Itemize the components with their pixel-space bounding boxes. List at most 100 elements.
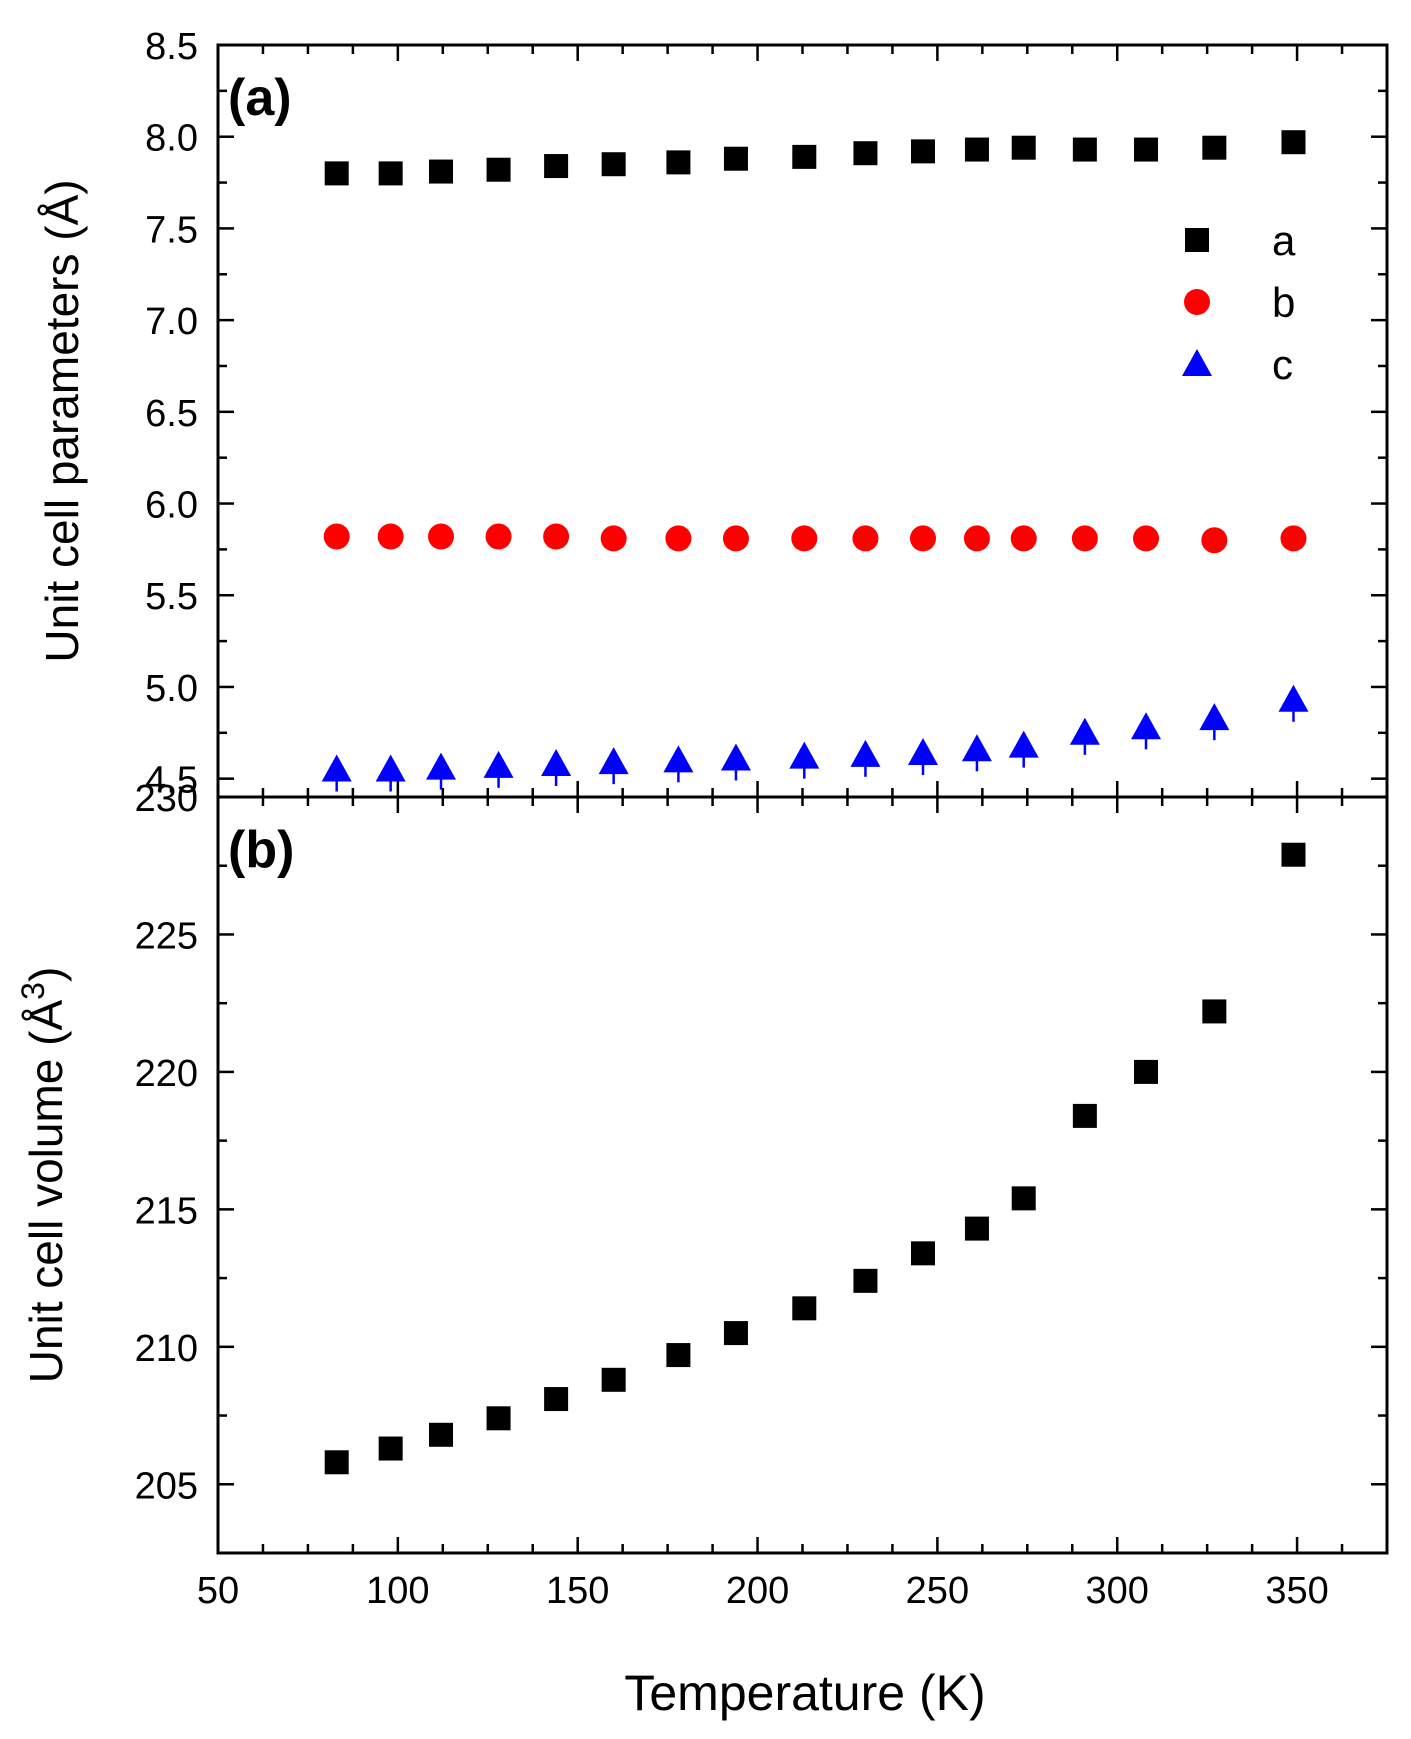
legend-marker-c (1182, 349, 1212, 376)
panel-label: (a) (228, 69, 292, 127)
series-V (324, 842, 1306, 1475)
data-point-c (907, 737, 938, 765)
data-point-c (961, 734, 992, 762)
data-point-V (1011, 1186, 1036, 1211)
data-point-V (378, 1436, 403, 1461)
legend-marker-b (1184, 289, 1210, 315)
data-point-V (1281, 842, 1306, 867)
data-point-c (321, 754, 352, 782)
data-point-b (600, 525, 627, 552)
data-point-V (853, 1268, 878, 1293)
y-tick-label: 6.5 (145, 393, 198, 435)
data-point-a (1011, 135, 1036, 160)
series-c (321, 684, 1309, 792)
data-point-V (723, 1321, 748, 1346)
data-point-b (909, 525, 936, 552)
data-point-b (485, 523, 512, 550)
legend-marker-a (1185, 228, 1209, 252)
data-point-V (910, 1241, 935, 1266)
data-point-a (324, 161, 349, 186)
data-point-c (850, 739, 881, 767)
data-point-V (1072, 1103, 1097, 1128)
data-point-c (483, 750, 514, 778)
x-tick-label: 50 (197, 1570, 239, 1612)
data-point-b (722, 525, 749, 552)
x-tick-label: 300 (1086, 1570, 1149, 1612)
x-axis: 50 100 150 200 250 300 350 (197, 1570, 1329, 1612)
data-point-c (789, 741, 820, 769)
y-axis-label-end: ) (20, 967, 72, 982)
data-point-b (852, 525, 879, 552)
data-point-a (378, 161, 403, 186)
x-axis-label: Temperature (K) (624, 1665, 985, 1721)
data-point-c (720, 743, 751, 771)
y-tick-label: 4.5 (145, 760, 198, 802)
data-point-b (1010, 525, 1037, 552)
data-point-a (964, 137, 989, 162)
y-axis-label: Unit cell volume (Å3) (15, 967, 72, 1384)
data-point-V (1134, 1059, 1159, 1084)
data-point-b (665, 525, 692, 552)
data-point-V (792, 1296, 817, 1321)
y-tick-label: 5.5 (145, 576, 198, 618)
data-point-a (666, 150, 691, 175)
y-tick-label: 6.0 (145, 485, 198, 527)
data-point-a (429, 159, 454, 184)
y-tick-label: 225 (135, 915, 198, 957)
data-point-a (486, 157, 511, 182)
data-point-a (544, 154, 569, 179)
x-tick-label: 100 (366, 1570, 429, 1612)
data-point-V (601, 1367, 626, 1392)
data-point-c (663, 745, 694, 773)
data-point-b (428, 523, 455, 550)
data-point-a (1072, 137, 1097, 162)
y-tick-label: 205 (135, 1465, 198, 1507)
data-point-c (1131, 712, 1162, 740)
legend-label-a: a (1272, 217, 1296, 264)
data-point-a (601, 152, 626, 177)
data-point-c (1069, 717, 1100, 745)
data-point-b (377, 523, 404, 550)
x-tick-label: 200 (726, 1570, 789, 1612)
y-tick-label: 210 (135, 1328, 198, 1370)
data-point-b (1133, 525, 1160, 552)
data-point-b (543, 523, 570, 550)
y-tick-label: 8.0 (145, 118, 198, 160)
x-tick-label: 250 (906, 1570, 969, 1612)
series-a (324, 130, 1306, 186)
data-point-b (1071, 525, 1098, 552)
data-point-c (375, 754, 406, 782)
data-point-V (429, 1422, 454, 1447)
series-b (323, 523, 1307, 554)
data-point-V (544, 1387, 569, 1412)
y-tick-label: 7.5 (145, 209, 198, 251)
y-tick-label: 230 (135, 778, 198, 820)
data-point-b (1280, 525, 1307, 552)
data-point-a (853, 141, 878, 166)
legend-label-c: c (1272, 341, 1293, 388)
y-tick-label: 220 (135, 1053, 198, 1095)
data-point-b (1201, 527, 1228, 554)
data-point-b (791, 525, 818, 552)
panel-label: (b) (228, 821, 294, 879)
data-point-c (1199, 703, 1230, 731)
y-axis-label-main: Unit cell volume (Å (20, 1000, 72, 1384)
data-point-V (1202, 999, 1227, 1024)
legend-label-b: b (1272, 279, 1295, 326)
data-point-a (792, 144, 817, 169)
data-point-V (324, 1450, 349, 1475)
data-point-c (598, 747, 629, 775)
data-point-c (541, 748, 572, 776)
panel-b: 205 210 215 220 225 230 (b) Unit cell volume (Å… (15, 778, 1389, 1555)
legend: abc (1182, 217, 1296, 388)
y-tick-label: 8.5 (145, 26, 198, 68)
data-point-a (723, 146, 748, 171)
data-point-c (1278, 684, 1309, 712)
data-point-a (1202, 135, 1227, 160)
data-point-V (486, 1406, 511, 1431)
y-tick-label: 5.0 (145, 668, 198, 710)
x-tick-label: 150 (546, 1570, 609, 1612)
panel-a: 4.5 5.0 5.5 6.0 6.5 7.0 7.5 8.0 8.5 (a) Unit cell … (36, 26, 1389, 802)
y-tick-label: 7.0 (145, 301, 198, 343)
